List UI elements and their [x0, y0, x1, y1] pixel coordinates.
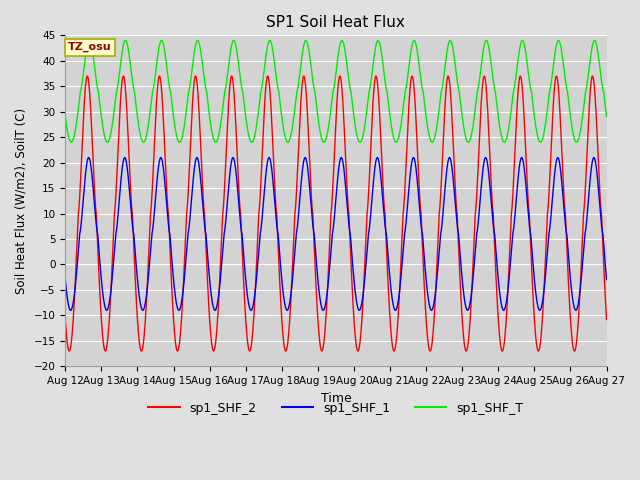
Line: sp1_SHF_2: sp1_SHF_2	[65, 76, 607, 351]
sp1_SHF_1	[157, 155, 164, 160]
sp1_SHF_1	[127, 201, 134, 207]
sp1_SHF_2	[603, 317, 611, 323]
sp1_SHF_1	[95, 253, 103, 259]
sp1_SHF_2	[127, 189, 134, 194]
sp1_SHF_2	[480, 74, 488, 80]
sp1_SHF_2	[83, 73, 91, 79]
sp1_SHF_2	[96, 288, 104, 293]
Title: SP1 Soil Heat Flux: SP1 Soil Heat Flux	[266, 15, 405, 30]
sp1_SHF_T	[67, 139, 75, 145]
sp1_SHF_2	[65, 348, 73, 354]
sp1_SHF_T	[230, 37, 237, 43]
sp1_SHF_1	[230, 156, 237, 162]
sp1_SHF_T	[86, 37, 93, 43]
Y-axis label: Soil Heat Flux (W/m2), SoilT (C): Soil Heat Flux (W/m2), SoilT (C)	[15, 108, 28, 294]
sp1_SHF_T	[126, 58, 134, 64]
sp1_SHF_2	[436, 208, 444, 214]
sp1_SHF_1	[126, 192, 134, 198]
sp1_SHF_T	[127, 64, 134, 70]
sp1_SHF_T	[603, 114, 611, 120]
sp1_SHF_1	[61, 276, 69, 282]
sp1_SHF_1	[103, 307, 111, 313]
sp1_SHF_1	[436, 244, 444, 250]
sp1_SHF_T	[96, 100, 104, 106]
sp1_SHF_T	[61, 114, 69, 120]
sp1_SHF_T	[436, 103, 444, 109]
Line: sp1_SHF_1: sp1_SHF_1	[65, 157, 607, 310]
sp1_SHF_T	[480, 46, 488, 51]
Legend: sp1_SHF_2, sp1_SHF_1, sp1_SHF_T: sp1_SHF_2, sp1_SHF_1, sp1_SHF_T	[143, 396, 529, 420]
sp1_SHF_1	[480, 162, 488, 168]
sp1_SHF_2	[61, 317, 69, 323]
X-axis label: Time: Time	[321, 392, 351, 405]
sp1_SHF_1	[603, 276, 611, 282]
Line: sp1_SHF_T: sp1_SHF_T	[65, 40, 607, 142]
sp1_SHF_2	[230, 88, 237, 94]
Text: TZ_osu: TZ_osu	[68, 42, 111, 52]
sp1_SHF_2	[126, 174, 134, 180]
